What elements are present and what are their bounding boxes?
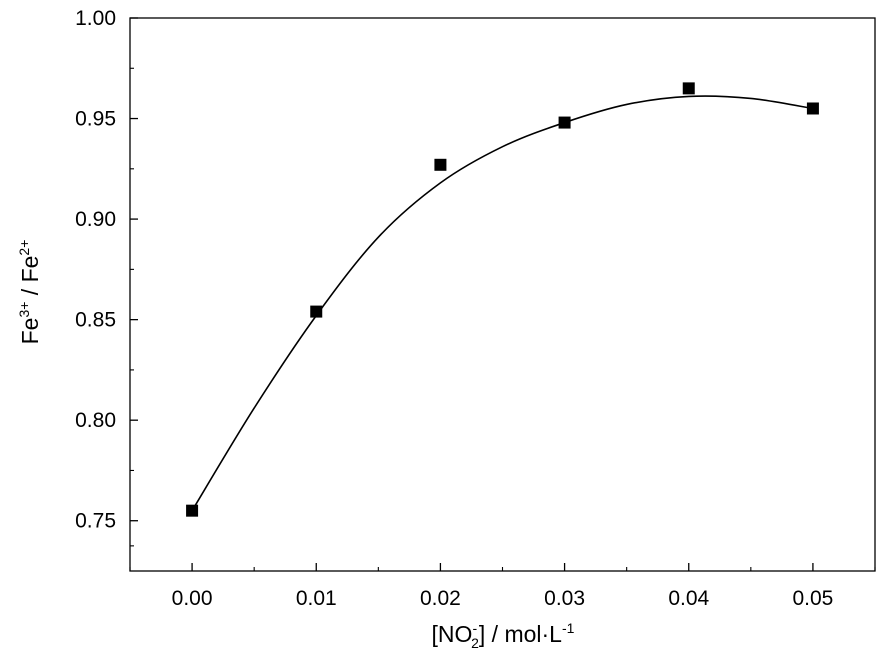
fit-curve-layer <box>191 95 814 512</box>
y-tick-label: 0.95 <box>75 108 116 131</box>
y-axis-title-sup1: 3+ <box>16 302 32 318</box>
x-axis-title-unit-sup: -1 <box>562 620 575 636</box>
y-axis-title-mid: / Fe <box>17 256 43 302</box>
data-point <box>434 158 447 171</box>
y-tick-label: 0.85 <box>75 309 116 332</box>
x-tick-label: 0.02 <box>420 587 461 610</box>
x-tick-label: 0.00 <box>172 587 213 610</box>
x-tick-label: 0.04 <box>668 587 709 610</box>
fit-curve <box>191 95 814 512</box>
data-point <box>558 116 571 129</box>
y-tick-label: 1.00 <box>75 7 116 30</box>
x-axis-title-sub: 2 <box>471 635 479 651</box>
y-axis-title-sup2: 2+ <box>16 240 32 256</box>
y-axis: 0.75 0.80 0.85 0.90 0.95 1.00 <box>75 7 138 547</box>
x-axis-title-sup: - <box>472 620 477 636</box>
plot-area-border <box>129 17 876 572</box>
y-tick-label: 0.75 <box>75 510 116 533</box>
data-point <box>682 82 695 95</box>
x-axis-title: [NO-2] / mol·L-1 <box>432 620 575 651</box>
x-axis-title-suffix: ] / mol·L <box>479 621 562 647</box>
plot-frame <box>129 17 876 572</box>
y-tick-label: 0.90 <box>75 208 116 231</box>
data-point <box>310 305 323 318</box>
x-tick-label: 0.01 <box>296 587 337 610</box>
y-tick-label: 0.80 <box>75 409 116 432</box>
x-tick-label: 0.05 <box>792 587 833 610</box>
x-tick-label: 0.03 <box>544 587 585 610</box>
y-axis-title: Fe3+ / Fe2+ <box>16 240 43 345</box>
data-point <box>806 102 819 115</box>
data-points-layer <box>186 82 819 517</box>
x-axis: 0.00 0.01 0.02 0.03 0.04 0.05 <box>129 563 876 610</box>
y-axis-title-part1: Fe <box>17 318 43 345</box>
data-point <box>186 504 199 517</box>
x-axis-title-prefix: [NO <box>432 621 473 647</box>
